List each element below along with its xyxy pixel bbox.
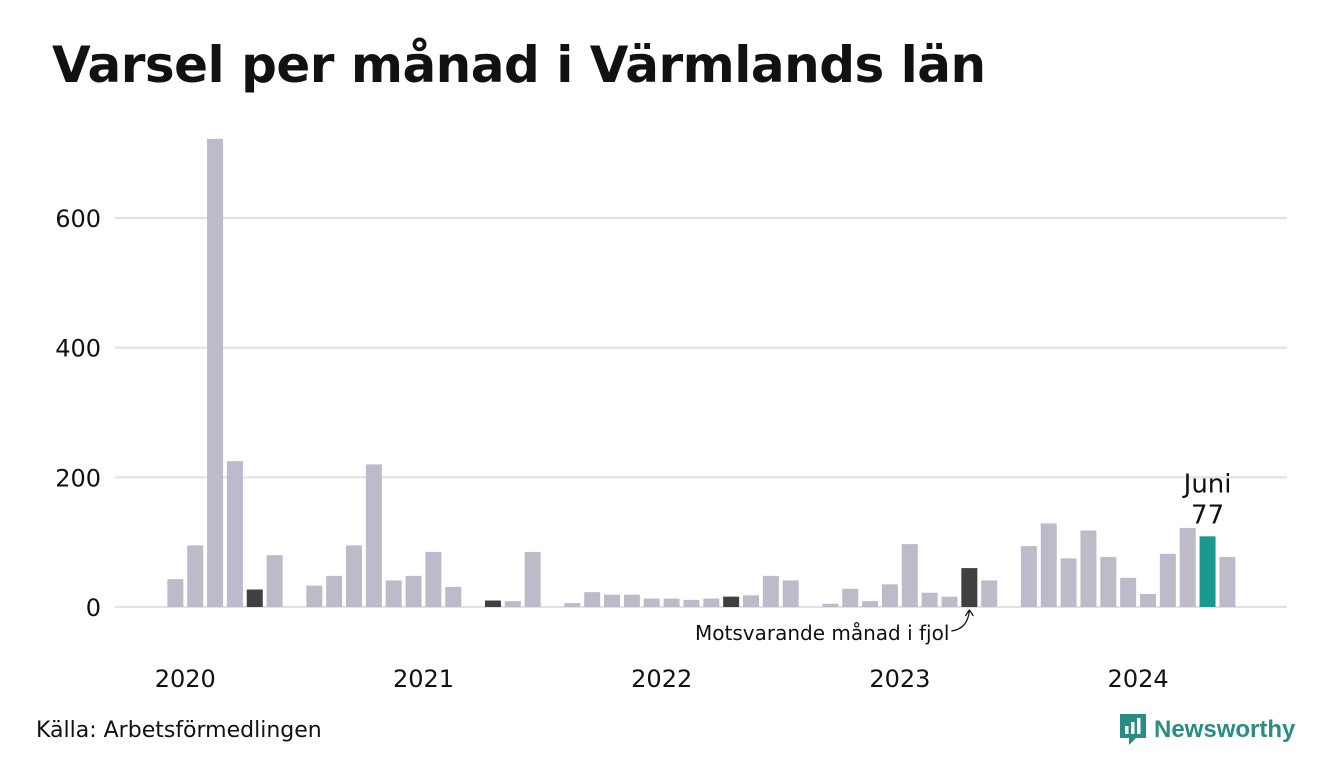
bar-2022-06	[723, 596, 740, 607]
last-year-note: Motsvarande månad i fjol	[695, 621, 949, 645]
bar-2022-05	[703, 598, 720, 607]
x-tick-label: 2020	[155, 665, 216, 693]
bar-2022-04	[683, 599, 700, 607]
bar-2024-06	[1199, 536, 1216, 607]
bar-2024-03	[1140, 594, 1156, 607]
bar-2021-08	[524, 551, 541, 607]
bar-2020-12	[365, 464, 382, 607]
bar-2021-07	[504, 601, 521, 607]
bar-2022-01	[623, 594, 640, 607]
bar-2024-02	[1120, 577, 1137, 607]
x-axis: 2020 2021 2022 2023 2024	[155, 665, 1169, 693]
chart-title: Varsel per månad i Värmlands län	[52, 36, 986, 94]
bar-2023-05	[941, 596, 958, 607]
bar-2021-10	[564, 603, 581, 607]
bar-2023-01	[862, 601, 879, 607]
bar-2023-11	[1060, 558, 1077, 608]
bar-2023-10	[1040, 523, 1057, 607]
bar-2022-08	[762, 575, 779, 607]
current-month-label: Juni	[1182, 469, 1232, 499]
annotations: Juni 77 Motsvarande månad i fjol	[695, 469, 1232, 645]
bar-undefined	[1219, 557, 1236, 607]
bars	[167, 138, 1236, 608]
bar-2020-04	[207, 138, 224, 607]
bar-2022-12	[842, 588, 859, 607]
bar-2022-07	[743, 595, 759, 607]
gridlines	[115, 216, 1287, 609]
bar-2020-05	[226, 461, 243, 608]
bar-2021-12	[604, 594, 621, 607]
brand-logo: Newsworthy	[1118, 712, 1295, 748]
y-axis: 0 200 400 600	[55, 205, 101, 622]
bar-2023-07	[981, 580, 998, 607]
bar-2021-06	[484, 600, 501, 607]
bar-2021-02	[405, 575, 422, 607]
y-tick-label: 600	[55, 205, 101, 233]
bar-2021-01	[385, 580, 402, 607]
brand-name: Newsworthy	[1154, 716, 1296, 743]
bar-2023-09	[1020, 546, 1037, 607]
bar-2020-10	[326, 575, 343, 607]
bar-2020-03	[187, 545, 204, 607]
y-tick-label: 200	[55, 464, 101, 492]
bar-2022-11	[822, 603, 839, 607]
bar-2020-09	[306, 585, 323, 607]
bar-2023-12	[1080, 530, 1097, 607]
bar-2023-03	[901, 544, 918, 607]
bar-2024-04	[1159, 553, 1176, 607]
y-tick-label: 0	[86, 594, 101, 622]
newsworthy-logo-icon	[1120, 714, 1146, 745]
bar-2020-06	[246, 589, 263, 607]
bar-2023-04	[921, 592, 938, 607]
last-year-arrow	[951, 608, 974, 632]
current-value-label: 77	[1191, 500, 1224, 530]
bar-2023-02	[881, 584, 898, 607]
x-tick-label: 2024	[1108, 665, 1169, 693]
bar-2022-09	[782, 580, 799, 607]
y-tick-label: 400	[55, 335, 101, 363]
bar-2024-05	[1179, 527, 1196, 607]
bar-2023-06	[961, 568, 978, 607]
bar-2022-03	[663, 598, 680, 607]
source-note: Källa: Arbetsförmedlingen	[36, 718, 322, 743]
bar-2022-02	[643, 598, 660, 607]
bar-2020-02	[167, 579, 184, 607]
x-tick-label: 2021	[393, 665, 454, 693]
bar-2021-03	[425, 551, 442, 607]
x-tick-label: 2022	[631, 665, 692, 693]
bar-2020-07	[266, 555, 283, 607]
bar-2020-11	[346, 545, 362, 607]
bar-2021-11	[584, 592, 601, 607]
bar-2021-04	[445, 586, 462, 607]
x-tick-label: 2023	[869, 665, 930, 693]
bar-2024-01	[1100, 557, 1117, 607]
